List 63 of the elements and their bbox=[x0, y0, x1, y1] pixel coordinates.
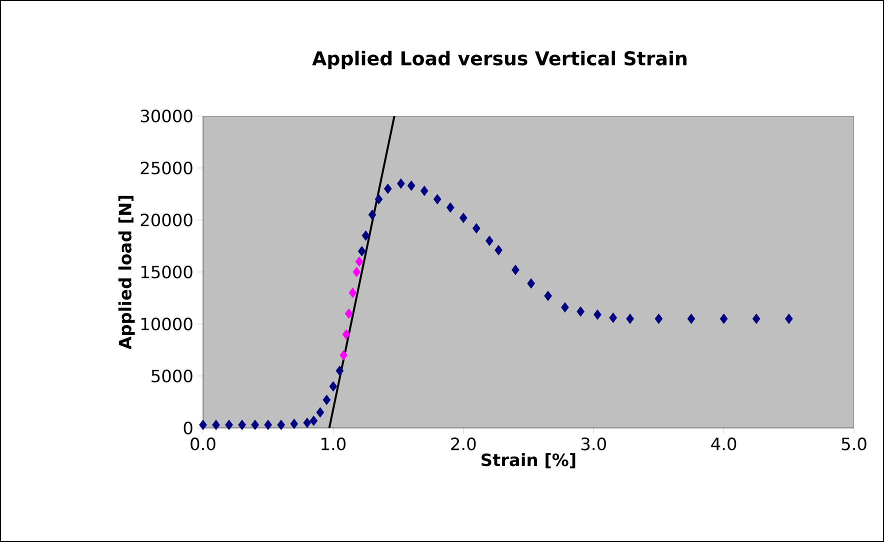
point bbox=[420, 186, 428, 196]
point bbox=[720, 314, 728, 324]
point bbox=[784, 314, 793, 324]
point bbox=[472, 223, 480, 234]
y-tick-label: 0 bbox=[184, 422, 192, 434]
point bbox=[348, 288, 357, 298]
point bbox=[527, 278, 536, 289]
y-tick-label: 20000 bbox=[140, 214, 192, 226]
point bbox=[446, 202, 454, 213]
point bbox=[752, 314, 760, 324]
point bbox=[396, 178, 405, 189]
point bbox=[626, 314, 634, 324]
point bbox=[407, 180, 416, 191]
point bbox=[310, 416, 318, 426]
x-tick-label: 3.0 bbox=[581, 438, 606, 450]
point bbox=[344, 308, 353, 319]
point bbox=[594, 309, 602, 320]
point bbox=[459, 212, 468, 224]
point bbox=[264, 420, 272, 430]
point bbox=[238, 420, 246, 430]
x-tick-label: 0.0 bbox=[190, 438, 216, 450]
point bbox=[384, 184, 392, 194]
point bbox=[374, 194, 383, 204]
point bbox=[494, 244, 503, 256]
x-tick-label: 1.0 bbox=[322, 438, 346, 450]
point bbox=[576, 306, 585, 317]
point bbox=[277, 420, 286, 430]
point bbox=[290, 418, 298, 430]
point bbox=[212, 420, 220, 430]
point bbox=[362, 230, 370, 241]
point bbox=[199, 420, 207, 430]
point bbox=[544, 290, 552, 302]
point bbox=[512, 264, 520, 276]
point bbox=[687, 314, 696, 324]
y-tick-label: 25000 bbox=[140, 162, 192, 174]
y-tick-label: 30000 bbox=[140, 110, 192, 122]
point bbox=[340, 350, 348, 360]
point bbox=[368, 210, 376, 220]
x-tick-label: 4.0 bbox=[711, 438, 736, 450]
y-tick-label: 10000 bbox=[141, 318, 192, 330]
x-tick-label: 5.0 bbox=[842, 438, 866, 450]
point bbox=[251, 420, 260, 430]
y-axis-title: Applied load [N] bbox=[118, 196, 135, 350]
point bbox=[322, 394, 331, 406]
point bbox=[433, 194, 442, 204]
point bbox=[336, 366, 344, 376]
y-tick-label: 5000 bbox=[152, 370, 192, 382]
point bbox=[303, 418, 312, 428]
point bbox=[225, 420, 233, 430]
x-axis-title: Strain [%] bbox=[482, 453, 576, 468]
point bbox=[316, 407, 324, 418]
point bbox=[609, 312, 618, 323]
point bbox=[329, 381, 338, 392]
point bbox=[654, 314, 663, 324]
point bbox=[352, 266, 361, 278]
point bbox=[358, 246, 366, 256]
point bbox=[485, 236, 494, 246]
x-tick-label: 2.0 bbox=[451, 438, 476, 450]
point bbox=[561, 302, 569, 313]
point bbox=[355, 256, 364, 267]
y-tick-label: 15000 bbox=[141, 266, 192, 278]
point bbox=[342, 329, 350, 340]
chart-title: Applied Load versus Vertical Strain bbox=[312, 50, 686, 70]
